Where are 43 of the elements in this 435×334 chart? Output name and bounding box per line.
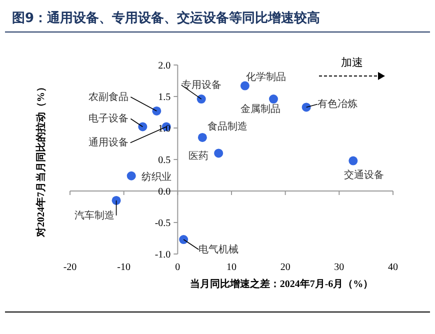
chart-title: 图9：通用设备、专用设备、交运设备等同比增速较高 <box>12 10 320 26</box>
y-tick-label: 0.5 <box>158 155 171 166</box>
annotation: 食品制造 <box>207 120 248 132</box>
annotation: 金属制品 <box>240 103 280 116</box>
annotation: 加速 <box>341 56 363 69</box>
annotation: 电子设备 <box>88 112 129 125</box>
x-tick-label: 30 <box>334 262 344 273</box>
y-tick-label: 0.0 <box>158 186 171 198</box>
annotation: 医药 <box>188 150 209 162</box>
y-axis-title: 对2024年7月当月同比的拉动（%） <box>35 82 47 238</box>
x-tick-label: 40 <box>388 262 398 273</box>
annotation: 化学制品 <box>246 70 286 83</box>
annotation: 农副食品 <box>88 90 129 103</box>
annotation: 汽车制造 <box>74 209 114 222</box>
annotation: 纺织业 <box>141 170 172 183</box>
point <box>348 156 358 166</box>
point <box>126 171 136 180</box>
point <box>112 196 121 205</box>
point <box>152 106 162 116</box>
annotation: 电气机械 <box>198 244 239 256</box>
point <box>138 122 148 132</box>
x-tick-label: -20 <box>63 262 77 273</box>
annotation: 通用设备 <box>88 136 128 149</box>
y-tick-label: -0.5 <box>154 218 171 229</box>
x-axis-title: 当月同比增速之差：2024年7月-6月（%） <box>190 278 374 290</box>
x-tick-label: 10 <box>226 262 236 273</box>
y-tick-label: -1.0 <box>154 250 171 260</box>
point <box>198 132 207 142</box>
annotation: 专用设备 <box>181 79 222 92</box>
point <box>214 148 224 158</box>
y-tick-label: 2.0 <box>158 60 171 72</box>
x-tick-label: -10 <box>117 262 131 273</box>
x-tick-label: 20 <box>280 262 290 273</box>
y-tick-label: 1.5 <box>158 92 171 103</box>
point <box>240 81 250 90</box>
point <box>268 94 278 104</box>
y-tick-label: 1.0 <box>158 124 171 134</box>
point <box>302 102 311 112</box>
point <box>179 235 188 244</box>
annotation: 有色冶炼 <box>317 98 358 110</box>
x-tick-label: 0 <box>175 262 180 273</box>
annotation: 交通设备 <box>344 168 384 181</box>
point <box>196 94 206 104</box>
